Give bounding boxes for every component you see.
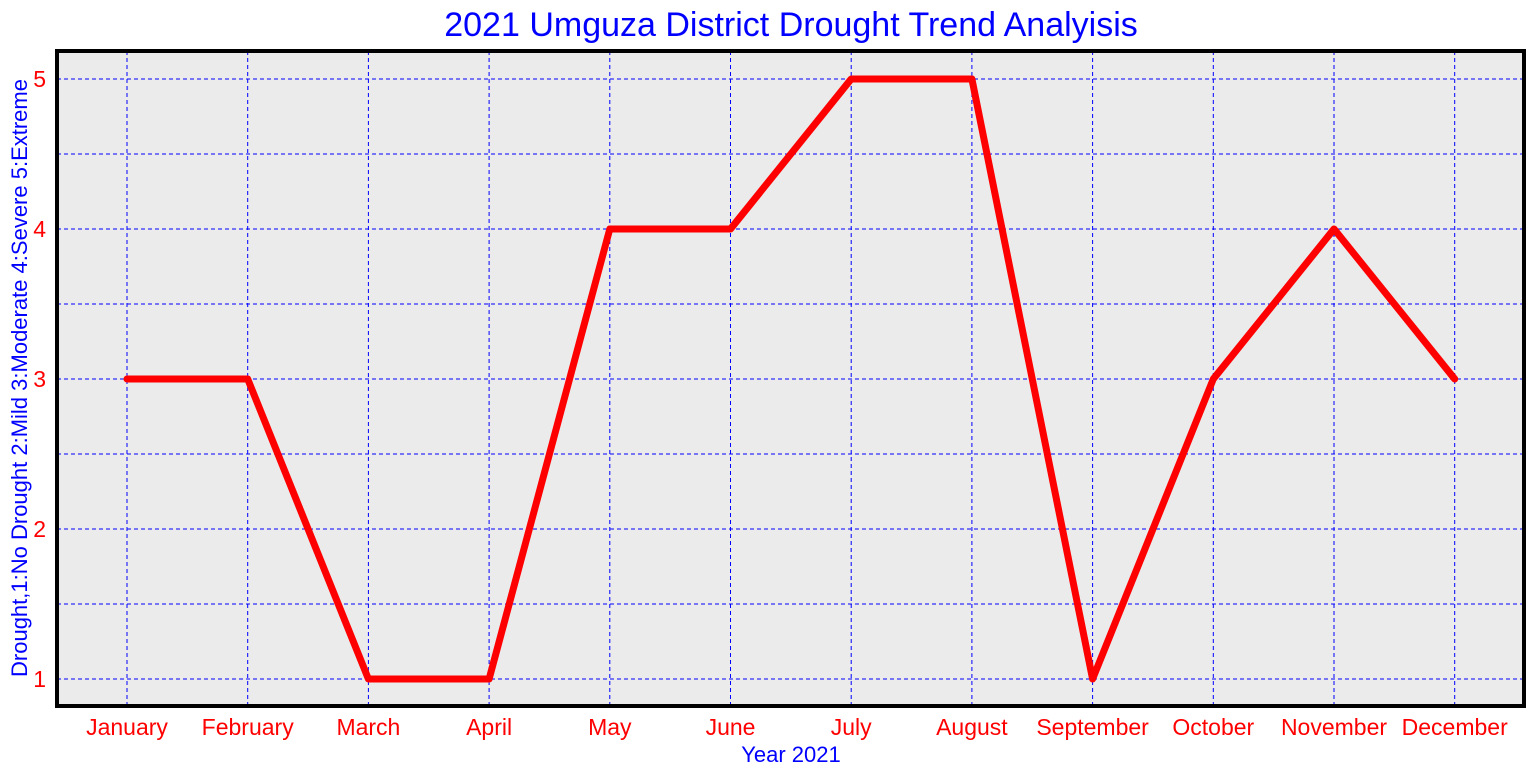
data-series [123, 75, 1459, 683]
x-tick-label: June [706, 714, 756, 740]
x-tick-label: March [336, 714, 400, 740]
data-point [124, 376, 130, 382]
x-axis-label: Year 2021 [741, 742, 841, 767]
plot-frame [55, 49, 1526, 708]
y-tick-label: 2 [33, 516, 46, 542]
data-point [1331, 226, 1337, 232]
data-point [1451, 376, 1458, 382]
data-point [848, 76, 855, 82]
y-tick-labels: 1 2 3 4 5 [33, 66, 46, 692]
data-point [244, 376, 251, 382]
x-tick-label: October [1172, 714, 1254, 740]
y-tick-label: 4 [33, 216, 46, 242]
plot-background [57, 51, 1524, 706]
x-tick-label: August [936, 714, 1008, 740]
x-tick-label: February [202, 714, 295, 740]
x-tick-label: November [1281, 714, 1387, 740]
data-point [727, 226, 734, 232]
data-point [365, 676, 372, 682]
y-tick-label: 3 [33, 366, 46, 392]
data-point [1089, 676, 1096, 682]
data-point [968, 76, 975, 82]
y-tick-label: 1 [33, 666, 46, 692]
x-tick-labels: January February March April May June July Augu… [86, 714, 1508, 740]
x-tick-label: July [831, 714, 872, 740]
x-tick-label: September [1036, 714, 1149, 740]
x-tick-label: May [588, 714, 632, 740]
series-line [123, 75, 1459, 683]
x-tick-label: January [86, 714, 168, 740]
x-tick-label: April [466, 714, 512, 740]
x-tick-label: December [1402, 714, 1508, 740]
data-point [1210, 376, 1217, 382]
chart-title: 2021 Umguza District Drought Trend Analy… [444, 6, 1138, 44]
data-point [486, 676, 493, 682]
y-tick-label: 5 [33, 66, 46, 92]
y-axis-label: Drought,1:No Drought 2:Mild 3:Moderate 4… [7, 79, 32, 677]
data-point [606, 226, 613, 232]
